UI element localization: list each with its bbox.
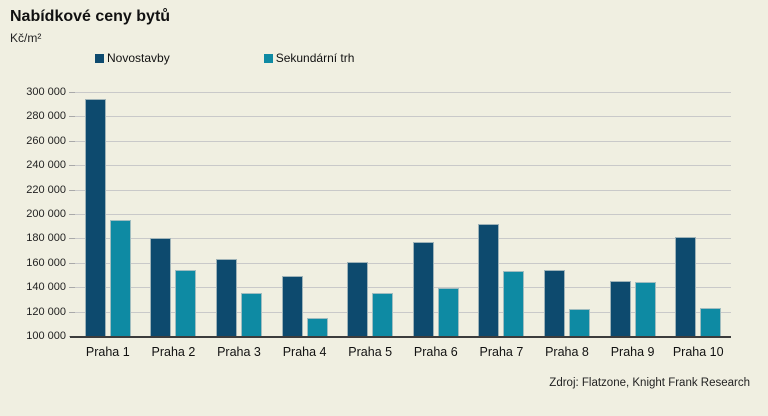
y-tick (69, 262, 75, 264)
bar-sekund-rn-trh-praha-6 (437, 288, 459, 336)
y-axis-tick-label: 220 000 (26, 183, 66, 196)
y-axis-tick-label: 180 000 (26, 232, 66, 245)
source-note: Zdroj: Flatzone, Knight Frank Research (549, 377, 750, 389)
chart-title: Nabídkové ceny bytů (10, 8, 171, 25)
plot-area (69, 92, 731, 337)
novostavby-swatch-icon (95, 53, 104, 63)
y-axis-tick-label: 300 000 (26, 86, 66, 98)
bar-novostavby-praha-7 (478, 223, 500, 336)
x-axis-category-label: Praha 7 (479, 345, 524, 359)
bar-sekund-rn-trh-praha-5 (372, 293, 394, 336)
y-tick (69, 189, 75, 191)
y-axis-tick-label: 120 000 (26, 305, 66, 318)
bar-sekund-rn-trh-praha-10 (700, 307, 722, 336)
y-tick (69, 214, 75, 215)
x-axis-category-label: Praha 4 (282, 345, 327, 359)
legend-label-sekundarni-trh: Sekundární trh (275, 51, 355, 65)
gridline (75, 238, 731, 240)
x-axis-category-label: Praha 2 (151, 345, 196, 359)
legend: Novostavby Sekundární trh (95, 51, 354, 65)
bar-novostavby-praha-3 (216, 259, 237, 336)
unit-label: Kč/m² (10, 31, 42, 45)
x-axis-category-label: Praha 3 (217, 345, 261, 359)
y-tick (69, 165, 75, 167)
x-axis-category-label: Praha 9 (610, 345, 655, 359)
y-tick (69, 116, 75, 118)
y-axis-tick-label: 160 000 (26, 256, 66, 269)
x-axis-category-label: Praha 1 (85, 345, 130, 359)
y-tick (69, 311, 75, 313)
y-axis-tick-label: 240 000 (26, 159, 66, 172)
bar-sekund-rn-trh-praha-1 (109, 220, 131, 336)
y-tick (69, 140, 75, 142)
bar-novostavby-praha-4 (281, 276, 303, 336)
y-tick (69, 92, 75, 93)
legend-item-sekundarni-trh: Sekundární trh (263, 51, 355, 65)
gridline (75, 92, 731, 93)
legend-label-novostavby: Novostavby (107, 51, 170, 65)
gridline (75, 287, 731, 289)
bar-sekund-rn-trh-praha-4 (306, 317, 328, 336)
x-axis-line (70, 336, 731, 338)
legend-item-novostavby: Novostavby (95, 51, 170, 65)
bar-novostavby-praha-9 (609, 281, 631, 336)
bar-novostavby-praha-6 (412, 242, 434, 336)
y-axis-tick-label: 280 000 (26, 110, 66, 123)
bar-novostavby-praha-8 (544, 270, 565, 336)
gridline (75, 311, 731, 313)
bar-sekund-rn-trh-praha-8 (569, 309, 590, 336)
bar-sekund-rn-trh-praha-7 (503, 271, 525, 336)
gridline (75, 140, 731, 142)
bar-novostavby-praha-10 (675, 237, 697, 336)
y-axis-tick-label: 140 000 (26, 281, 66, 294)
bar-novostavby-praha-5 (347, 261, 369, 336)
bar-sekund-rn-trh-praha-3 (241, 293, 262, 336)
gridline (75, 214, 731, 215)
x-axis-category-label: Praha 6 (413, 345, 458, 359)
y-axis-tick-label: 100 000 (26, 330, 66, 342)
bar-sekund-rn-trh-praha-2 (175, 270, 197, 336)
gridline (75, 189, 731, 191)
y-axis-tick-label: 200 000 (26, 208, 66, 220)
y-tick (69, 287, 75, 289)
gridline (75, 262, 731, 264)
y-tick (69, 238, 75, 240)
bar-sekund-rn-trh-praha-9 (634, 282, 656, 336)
x-axis-category-label: Praha 8 (545, 345, 589, 359)
gridline (75, 116, 731, 118)
x-axis-category-label: Praha 5 (348, 345, 393, 359)
y-axis-tick-label: 260 000 (26, 134, 66, 147)
sekundarni-trh-swatch-icon (263, 53, 273, 63)
bar-novostavby-praha-2 (150, 238, 172, 336)
bar-novostavby-praha-1 (84, 99, 106, 336)
gridline (75, 165, 731, 167)
x-axis-category-label: Praha 10 (672, 345, 724, 359)
